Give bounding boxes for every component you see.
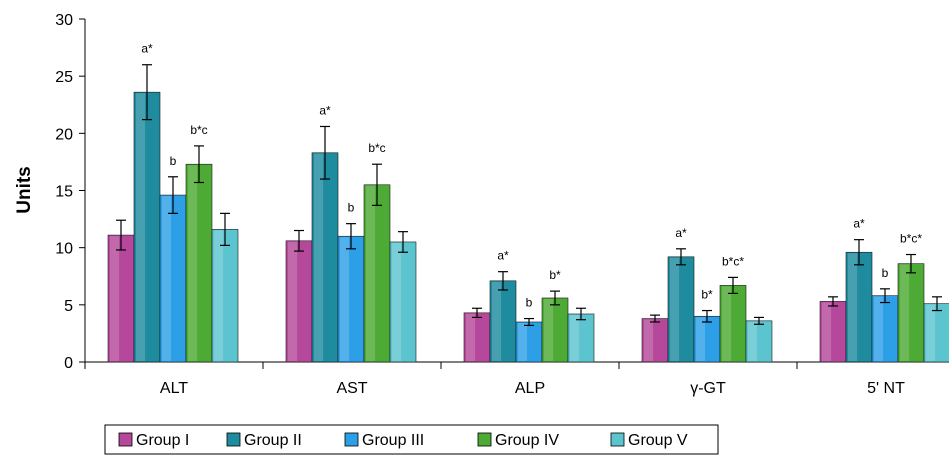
bar [667, 256, 695, 363]
significance-label: b*c [190, 123, 207, 137]
bar-highlight [748, 321, 758, 361]
bar-highlight [366, 185, 376, 361]
bar-highlight [900, 264, 910, 361]
bar [159, 194, 187, 363]
bars-group: a* a* a* a* a* b b b b* b b*c b*c b* b*c* b*c* [107, 42, 949, 363]
bar-highlight [288, 241, 298, 361]
significance-label: b [348, 201, 355, 215]
bar [641, 318, 669, 363]
x-category-label: AST [336, 380, 367, 397]
y-tick-label: 5 [64, 298, 73, 315]
bar [185, 163, 213, 363]
y-tick-label: 15 [55, 184, 73, 201]
bar-highlight [822, 302, 832, 361]
significance-label: a* [319, 103, 331, 117]
significance-label: b [526, 296, 533, 310]
bar-highlight [696, 317, 706, 361]
x-category-label: ALP [515, 380, 545, 397]
bar-highlight [644, 319, 654, 361]
legend-swatch [610, 432, 625, 447]
significance-label: b*c* [900, 232, 922, 246]
bar [337, 235, 365, 363]
bar [285, 240, 313, 363]
bar [133, 91, 161, 363]
bar-highlight [570, 314, 580, 361]
bar [363, 184, 391, 363]
significance-label: a* [853, 217, 865, 231]
legend-label: Group V [628, 432, 688, 449]
bar [107, 234, 135, 363]
bar [489, 280, 517, 363]
y-tick-label: 30 [55, 12, 73, 29]
bar-highlight [874, 296, 884, 361]
bar-highlight [110, 236, 120, 361]
y-tick-label: 10 [55, 241, 73, 258]
y-tick-label: 20 [55, 126, 73, 143]
significance-label: b* [549, 268, 561, 282]
bar-highlight [518, 322, 528, 361]
legend-group: Group I Group II Group III Group IV Group V [104, 424, 719, 455]
bar-highlight [214, 230, 224, 361]
bar-highlight [670, 257, 680, 361]
bar-highlight [466, 313, 476, 361]
significance-label: a* [141, 42, 153, 56]
bar [211, 229, 239, 363]
bar-highlight [162, 196, 172, 361]
legend-swatch [344, 432, 359, 447]
significance-label: b*c* [722, 254, 744, 268]
y-axis-title: Units [14, 166, 35, 214]
legend-swatch [118, 432, 133, 447]
bar [567, 313, 595, 363]
bar [719, 285, 747, 363]
bar-highlight [926, 304, 936, 361]
significance-label: b [170, 154, 177, 168]
bar [923, 303, 949, 363]
significance-label: b*c [368, 141, 385, 155]
bar-highlight [722, 286, 732, 361]
bar-highlight [544, 298, 554, 361]
x-category-label: ALT [160, 380, 188, 397]
x-category-label: γ-GT [690, 380, 726, 397]
bar [311, 152, 339, 363]
y-tick-label: 25 [55, 69, 73, 86]
bar-highlight [492, 281, 502, 361]
bar-highlight [188, 165, 198, 361]
bar-highlight [392, 242, 402, 361]
bar-highlight [136, 93, 146, 361]
bar [389, 241, 417, 363]
significance-label: b* [701, 288, 713, 302]
axes-group: 0 5 10 15 20 25 30 ALT AST ALP γ-GT 5' NT [55, 12, 949, 397]
legend-swatch [477, 432, 492, 447]
significance-label: a* [675, 226, 687, 240]
legend-label: Group II [244, 432, 302, 449]
bar-highlight [314, 153, 324, 361]
legend-label: Group III [362, 432, 424, 449]
bar [693, 315, 721, 363]
significance-label: a* [497, 249, 509, 263]
legend-label: Group I [136, 432, 189, 449]
legend-label: Group IV [495, 432, 559, 449]
legend-swatch [226, 432, 241, 447]
bar-highlight [848, 253, 858, 361]
bar-highlight [340, 237, 350, 361]
bar [845, 251, 873, 363]
bar [745, 320, 773, 363]
y-tick-label: 0 [64, 355, 73, 372]
significance-label: b [882, 266, 889, 280]
x-category-label: 5' NT [867, 380, 905, 397]
